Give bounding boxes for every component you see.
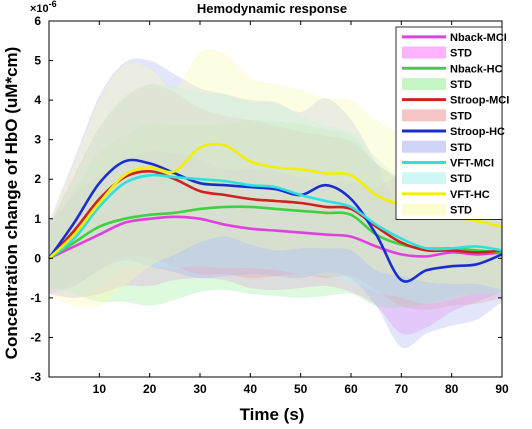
y-tick-label: 0 — [34, 251, 41, 265]
series-line-stroop-hc — [47, 158, 503, 283]
x-tick-label: 30 — [193, 382, 207, 396]
y-tick-label: 2 — [34, 172, 41, 186]
y-axis-label: Concentration change of HbO (uM*cm) — [2, 47, 21, 360]
legend-swatch-band — [402, 172, 446, 185]
x-tick-label: 40 — [244, 382, 258, 396]
legend-swatch-band — [402, 77, 446, 90]
y-tick-label: 5 — [34, 54, 41, 68]
y-exponent-base: ×10 — [30, 3, 49, 15]
x-tick-label: 90 — [495, 382, 509, 396]
legend-label-std: STD — [450, 205, 472, 217]
axis-ticks: 10 20 30 40 50 60 70 80 90 -3 -2 -1 0 1 2 3 4 5 6 — [30, 14, 509, 396]
x-tick-label: 50 — [294, 382, 308, 396]
series-line-nback-mci — [48, 215, 503, 260]
legend-swatch-band — [402, 46, 446, 59]
legend-label: VFT-MCI — [450, 157, 494, 169]
y-tick-label: -3 — [30, 370, 41, 384]
std-band-stroop-hc — [49, 58, 502, 349]
x-tick-label: 70 — [395, 382, 409, 396]
x-tick-label: 60 — [344, 382, 358, 396]
legend-label-std: STD — [450, 48, 472, 60]
legend-swatch-band — [402, 203, 446, 216]
series-lines — [47, 142, 503, 283]
std-bands — [49, 49, 502, 349]
legend-label: Nback-HC — [450, 63, 503, 75]
legend-label: Stroop-HC — [450, 126, 505, 138]
y-tick-label: 3 — [34, 133, 41, 147]
legend-label-std: STD — [450, 142, 472, 154]
std-band-nback-mci — [49, 151, 502, 335]
legend-label-std: STD — [450, 173, 472, 185]
legend-label-std: STD — [450, 79, 472, 91]
x-tick-label: 10 — [93, 382, 107, 396]
y-tick-label: 1 — [34, 212, 41, 226]
std-band-vft-hc — [49, 49, 502, 308]
legend: Nback-MCI STD Nback-HC STD Stroop-MCI STD Stro… — [395, 26, 509, 220]
legend-label-std: STD — [450, 110, 472, 122]
y-exponent-power: -6 — [49, 0, 57, 9]
legend-swatch-band — [402, 109, 446, 122]
x-axis-label: Time (s) — [240, 405, 305, 424]
y-tick-label: 4 — [34, 93, 41, 107]
y-tick-label: -1 — [30, 291, 41, 305]
x-tick-label: 20 — [143, 382, 157, 396]
series-line-stroop-mci — [48, 169, 503, 260]
x-tick-label: 80 — [445, 382, 459, 396]
chart-title: Hemodynamic response — [197, 1, 347, 16]
legend-label: Stroop-MCI — [450, 95, 509, 107]
legend-label: Nback-MCI — [450, 32, 507, 44]
y-tick-label: 6 — [34, 14, 41, 28]
legend-swatch-band — [402, 140, 446, 153]
legend-label: VFT-HC — [450, 189, 490, 201]
y-exponent-marker: ×10-6 — [30, 0, 57, 15]
std-band-stroop-mci — [49, 84, 502, 310]
y-tick-label: -2 — [30, 330, 41, 344]
std-band-vft-mci — [49, 83, 502, 304]
series-line-vft-mci — [48, 173, 503, 260]
legend-box — [395, 26, 503, 220]
